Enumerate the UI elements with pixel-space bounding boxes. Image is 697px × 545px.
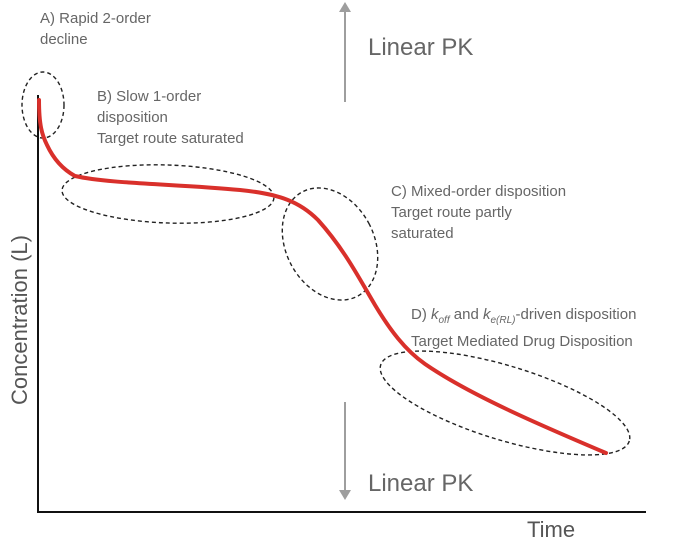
linear-pk-up-arrow <box>339 2 351 102</box>
region-b-line1: B) Slow 1-order <box>97 88 202 105</box>
region-c-ellipse <box>281 187 379 301</box>
region-b-label: B) Slow 1-order disposition Target route… <box>97 86 244 149</box>
region-c-label: C) Mixed-order disposition Target route … <box>391 181 566 244</box>
linear-pk-down-arrow <box>339 402 351 500</box>
region-d-ellipse <box>379 350 631 456</box>
region-b-ellipse <box>61 164 275 224</box>
linear-pk-bottom-label: Linear PK <box>368 470 474 497</box>
region-c-line2: Target route partly <box>391 204 512 221</box>
region-d-line1: D) koff and ke(RL)-driven disposition <box>411 306 637 326</box>
region-a-line1: A) Rapid 2-order <box>40 10 151 27</box>
region-a-label: A) Rapid 2-order decline <box>40 8 151 50</box>
region-c-line1: C) Mixed-order disposition <box>391 183 567 200</box>
region-c-line3: saturated <box>391 225 454 242</box>
y-axis-label: Concentration (L) <box>7 235 32 405</box>
region-b-line2: disposition <box>97 109 168 126</box>
region-d-line2: Target Mediated Drug Disposition <box>411 333 633 350</box>
linear-pk-top-label: Linear PK <box>368 34 474 61</box>
region-a-line2: decline <box>40 31 88 48</box>
region-d-label: D) koff and ke(RL)-driven disposition Ta… <box>411 304 636 352</box>
concentration-curve <box>37 98 608 455</box>
x-axis-label: Time <box>527 517 576 542</box>
region-b-line3: Target route saturated <box>97 130 244 147</box>
